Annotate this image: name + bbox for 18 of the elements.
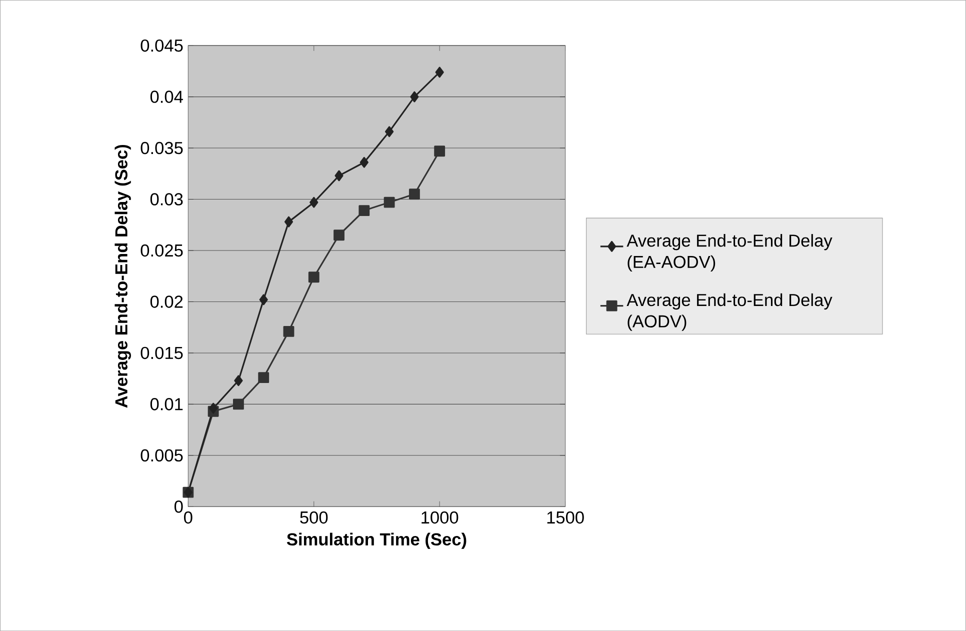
x-axis-title: Simulation Time (Sec) [286, 532, 466, 549]
y-tick-label: 0.015 [140, 346, 183, 360]
y-tick-label: 0.02 [150, 296, 183, 308]
x-tick-label: 500 [300, 511, 328, 524]
y-tick-label: 0.04 [150, 90, 183, 103]
y-tick-label: 0.03 [150, 193, 183, 206]
y-tick-label: 0.025 [140, 244, 183, 257]
x-tick-label: 0 [184, 511, 192, 524]
y-tick-label: 0.035 [140, 142, 183, 154]
y-axis-title: Average End-to-End Delay (Sec) [114, 144, 131, 408]
y-tick-label: 0.005 [140, 449, 183, 462]
legend-label: Average End-to-End Delay (EA-AODV) [626, 234, 832, 272]
legend-label: Average End-to-End Delay (AODV) [626, 293, 832, 331]
y-tick-label: 0.01 [150, 398, 183, 410]
x-tick-label: 1000 [422, 511, 458, 524]
x-tick-label: 1500 [547, 511, 584, 524]
y-tick-label: 0 [174, 500, 183, 513]
y-tick-label: 0.045 [140, 39, 183, 52]
